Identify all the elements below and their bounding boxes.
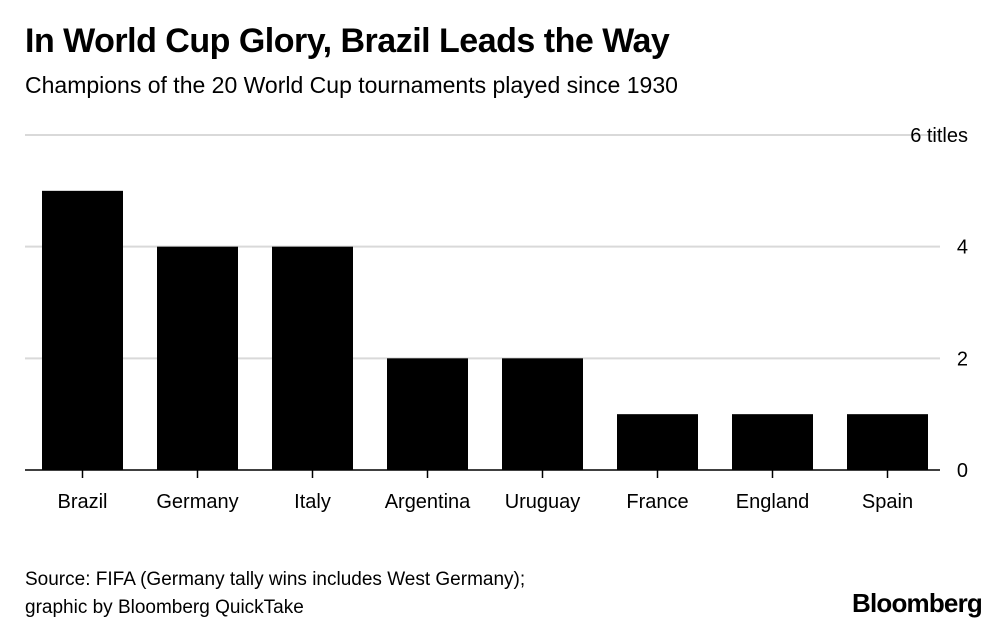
chart-title: In World Cup Glory, Brazil Leads the Way <box>25 22 670 60</box>
bars <box>42 190 928 470</box>
y-tick-label: 2 <box>957 348 968 370</box>
x-tick-label: Uruguay <box>505 491 581 513</box>
y-tick-label: 4 <box>957 237 968 259</box>
source-line-1: Source: FIFA (Germany tally wins include… <box>25 569 526 590</box>
chart-subtitle: Champions of the 20 World Cup tournament… <box>25 72 678 98</box>
bar-italy <box>272 246 353 470</box>
x-axis-labels: Brazil Germany Italy Argentina Uruguay France… <box>57 470 913 513</box>
x-tick-label: Argentina <box>385 491 471 513</box>
bar-spain <box>847 414 928 470</box>
x-tick-label: England <box>736 491 809 513</box>
y-axis-ticks: 0 2 4 6 titles <box>910 125 968 482</box>
y-tick-label: 6 titles <box>910 125 968 147</box>
bar-argentina <box>387 358 468 470</box>
x-tick-label: Spain <box>862 491 913 513</box>
source-note: Source: FIFA (Germany tally wins include… <box>25 566 525 622</box>
bar-brazil <box>42 190 123 470</box>
bar-uruguay <box>502 358 583 470</box>
bar-france <box>617 414 698 470</box>
x-tick-label: France <box>626 491 688 513</box>
y-tick-label: 0 <box>957 460 968 482</box>
x-tick-label: Brazil <box>57 491 107 513</box>
source-line-2: graphic by Bloomberg QuickTake <box>25 597 304 618</box>
bar-england <box>732 414 813 470</box>
x-tick-label: Germany <box>156 491 238 513</box>
bar-germany <box>157 246 238 470</box>
x-tick-label: Italy <box>294 491 331 513</box>
bar-chart: 0 2 4 6 titles Brazil Germany Italy Argentina U… <box>25 125 968 513</box>
bloomberg-logo: Bloomberg <box>851 588 983 618</box>
